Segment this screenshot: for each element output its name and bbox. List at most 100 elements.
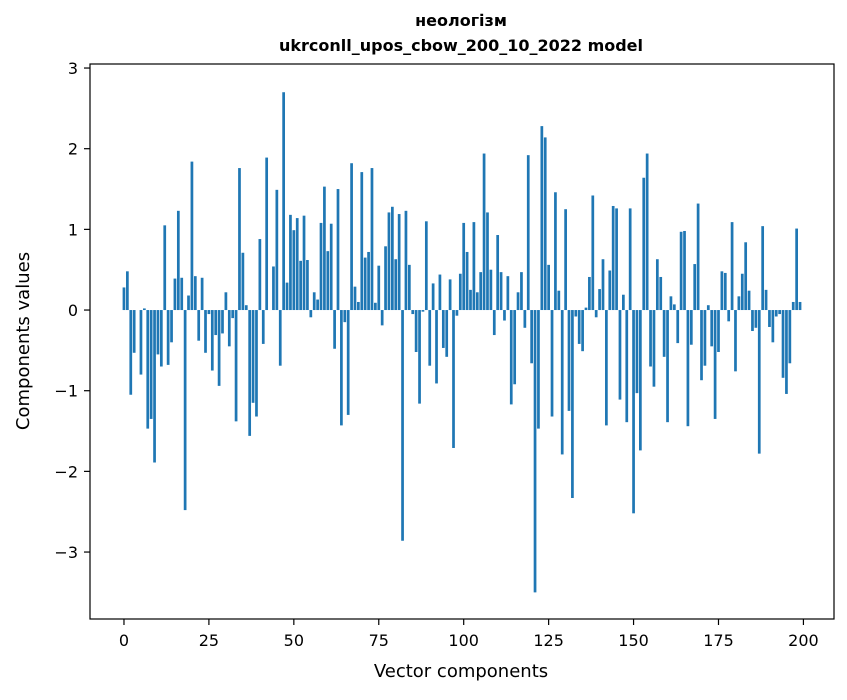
bar	[666, 310, 669, 422]
bar	[388, 212, 391, 310]
bar	[727, 310, 730, 321]
bar	[765, 290, 768, 310]
bar	[469, 290, 472, 310]
bar	[259, 239, 262, 310]
bar	[683, 231, 686, 310]
bar	[252, 310, 255, 403]
bar	[411, 310, 414, 314]
x-axis-label: Vector components	[374, 661, 548, 682]
bar	[235, 310, 238, 421]
bar	[184, 310, 187, 510]
bar	[174, 279, 177, 310]
bar	[500, 272, 503, 310]
y-tick-label: −1	[54, 382, 78, 401]
bar	[473, 222, 476, 310]
bar	[676, 310, 679, 343]
bar	[459, 274, 462, 310]
bar	[795, 229, 798, 310]
bar	[214, 310, 217, 335]
bar	[313, 292, 316, 310]
x-tick-label: 75	[369, 631, 389, 650]
bar	[275, 190, 278, 310]
bar	[299, 261, 302, 310]
bar	[445, 310, 448, 357]
bar	[595, 310, 598, 317]
bar	[612, 206, 615, 310]
bar	[347, 310, 350, 415]
bar	[632, 310, 635, 513]
bar	[208, 310, 211, 314]
bar	[523, 310, 526, 328]
y-tick-label: −3	[54, 543, 78, 562]
bar	[622, 295, 625, 310]
bar	[272, 266, 275, 310]
bar	[629, 208, 632, 310]
bar	[364, 258, 367, 310]
bar	[408, 265, 411, 310]
bar	[337, 189, 340, 310]
bar	[282, 92, 285, 310]
bar	[513, 310, 516, 384]
bar	[680, 232, 683, 310]
bar	[391, 207, 394, 310]
bar	[340, 310, 343, 425]
bar	[255, 310, 258, 416]
bar	[330, 224, 333, 310]
y-tick-label: −2	[54, 462, 78, 481]
bar	[520, 272, 523, 310]
bar	[619, 310, 622, 400]
bar	[656, 259, 659, 310]
bar	[697, 204, 700, 310]
bar	[673, 304, 676, 310]
bar	[456, 310, 459, 316]
bar	[639, 310, 642, 450]
bar	[503, 310, 506, 320]
bar	[225, 292, 228, 310]
bar	[724, 273, 727, 310]
bar	[537, 310, 540, 429]
chart-title-line-2: ukrconll_upos_cbow_200_10_2022 model	[279, 36, 643, 55]
bar	[394, 259, 397, 310]
bar	[187, 296, 190, 311]
bar	[449, 279, 452, 310]
bar	[564, 209, 567, 310]
bar	[731, 222, 734, 310]
bar	[693, 264, 696, 310]
x-tick-label: 125	[533, 631, 564, 650]
bar	[418, 310, 421, 404]
bar	[377, 266, 380, 310]
bar	[333, 310, 336, 349]
chart-title-line-1: неологізм	[415, 11, 507, 30]
bar	[761, 226, 764, 310]
bar	[180, 278, 183, 310]
bar	[422, 310, 425, 312]
bar	[608, 271, 611, 311]
bar	[167, 310, 170, 365]
bar	[306, 260, 309, 310]
bar	[646, 154, 649, 310]
bar	[602, 259, 605, 310]
bar	[381, 310, 384, 325]
bar	[710, 310, 713, 346]
bar	[170, 310, 173, 342]
bar	[211, 310, 214, 371]
x-tick-label: 200	[788, 631, 819, 650]
bar	[439, 275, 442, 310]
bar	[133, 310, 136, 353]
bar	[544, 137, 547, 310]
bar	[146, 310, 149, 429]
bar	[788, 310, 791, 363]
bar	[755, 310, 758, 328]
x-tick-label: 150	[618, 631, 649, 650]
bar	[649, 310, 652, 366]
bar	[517, 292, 520, 310]
bar	[367, 252, 370, 310]
bar	[490, 270, 493, 310]
bar	[479, 272, 482, 310]
bar	[585, 308, 588, 310]
bar	[581, 310, 584, 351]
bar	[466, 252, 469, 310]
bar	[483, 154, 486, 310]
bar	[289, 215, 292, 310]
